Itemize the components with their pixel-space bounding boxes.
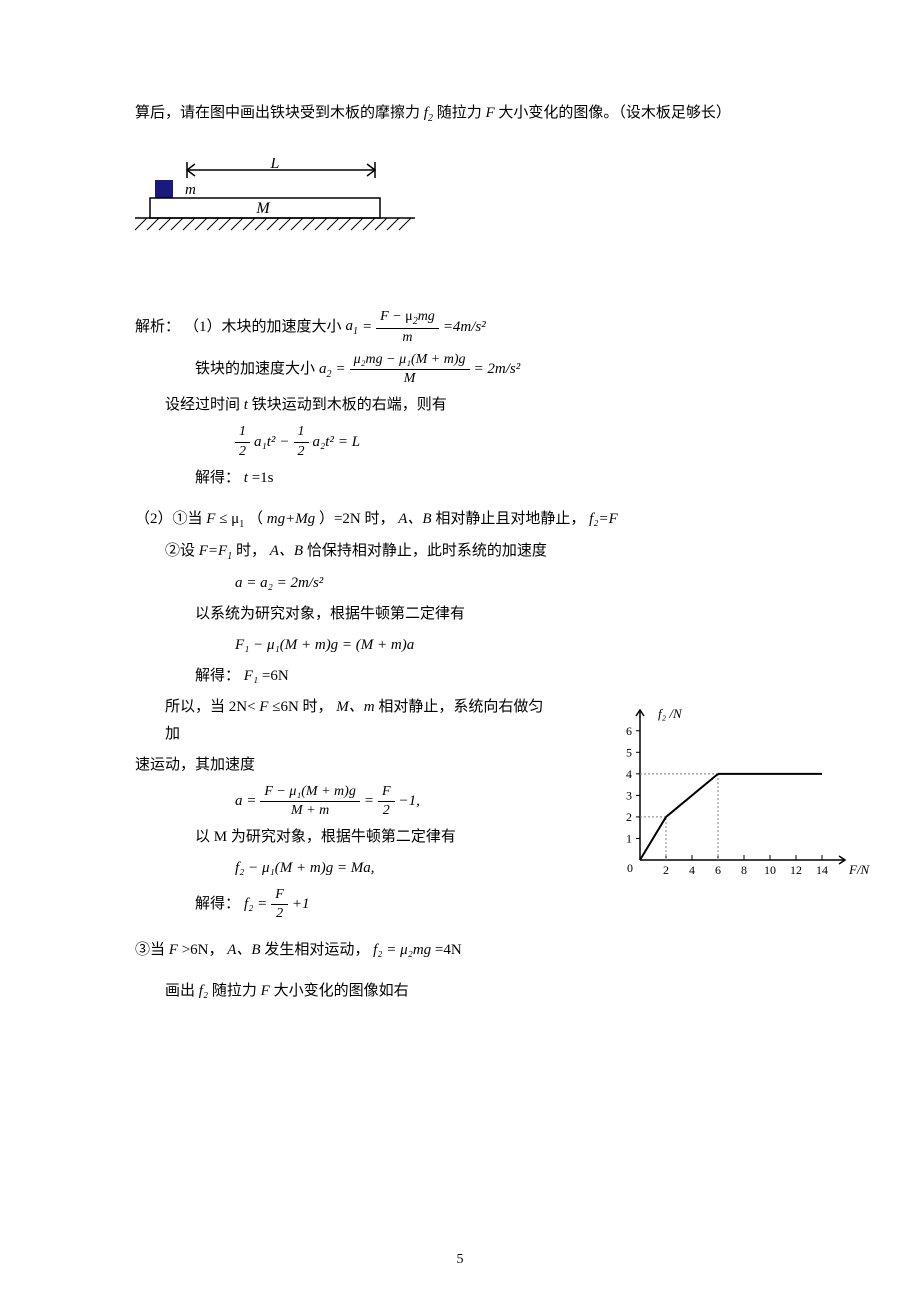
intro-mid: 随拉力 (437, 105, 482, 121)
solve-f2: 解得： f₂ = F2 +1 (135, 886, 800, 923)
solve-t: 解得： t =1s (135, 465, 800, 492)
L-label: L (270, 158, 280, 172)
case2-1: （2）①当 F ≤ μ1 （ mg+Mg ）=2N 时， A、B 相对静止且对地… (135, 506, 800, 534)
eq-a-a2: a = a₂ = 2m/s² (135, 570, 800, 597)
kinematic-equation: 12 a₁t² − 12 a₂t² = L (135, 423, 800, 460)
solve-F1: 解得： F₁ =6N (135, 663, 800, 690)
svg-text:14: 14 (816, 863, 828, 877)
svg-text:2: 2 (663, 863, 669, 877)
M-label: M (255, 200, 271, 217)
svg-text:8: 8 (741, 863, 747, 877)
svg-text:4: 4 (689, 863, 695, 877)
svg-text:12: 12 (790, 863, 802, 877)
diagram-svg: L m M (135, 158, 415, 248)
intro-text: 算后，请在图中画出铁块受到木板的摩擦力 (135, 105, 420, 121)
m-label: m (185, 182, 196, 198)
solution-p1: 解析： （1）木块的加速度大小 a1 = F − μ2mg m =4m/s² (135, 308, 800, 347)
svg-text:f₂ /N: f₂ /N (658, 706, 683, 721)
range-line1: 所以，当 2N< F ≤6N 时， M、m 相对静止，系统向右做匀加 (135, 694, 555, 748)
svg-text:0: 0 (627, 861, 633, 875)
solution-p2: 铁块的加速度大小 a2 = μ₂mg − μ₁(M + m)g M = 2m/s… (135, 351, 800, 388)
block-m (155, 180, 173, 198)
svg-text:4: 4 (626, 767, 632, 781)
page-number: 5 (457, 1247, 464, 1272)
chart-svg: 01234562468101214f₂ /NF/N (610, 700, 870, 890)
solution-p3: 设经过时间 t 铁块运动到木板的右端，则有 (135, 392, 800, 419)
svg-text:F/N: F/N (848, 862, 870, 877)
F-var: F (485, 105, 494, 121)
f2-var: f2 (424, 105, 433, 121)
final-line: 画出 f₂ 随拉力 F 大小变化的图像如右 (135, 978, 800, 1005)
svg-text:2: 2 (626, 810, 632, 824)
sys-line: 以系统为研究对象，根据牛顿第二定律有 (135, 601, 800, 628)
eq-F1: F₁ − μ₁(M + m)g = (M + m)a (135, 632, 800, 659)
block-plank-diagram: L m M (135, 158, 800, 258)
svg-text:6: 6 (715, 863, 721, 877)
ground-hatching (135, 218, 411, 230)
svg-text:6: 6 (626, 724, 632, 738)
svg-text:1: 1 (626, 831, 632, 845)
svg-text:3: 3 (626, 788, 632, 802)
svg-text:5: 5 (626, 745, 632, 759)
case3: ③当 F >6N， A、B 发生相对运动， f₂ = μ₂mg =4N (135, 937, 800, 964)
svg-text:10: 10 (764, 863, 776, 877)
intro-line: 算后，请在图中画出铁块受到木板的摩擦力 f2 随拉力 F 大小变化的图像。（设木… (135, 100, 800, 128)
intro-mid2: 大小变化的图像。（设木板足够长） (498, 105, 731, 121)
case2-2: ②设 F=F1 时， A、B 恰保持相对静止，此时系统的加速度 (135, 538, 800, 566)
f2-F-chart: 01234562468101214f₂ /NF/N (610, 700, 870, 890)
